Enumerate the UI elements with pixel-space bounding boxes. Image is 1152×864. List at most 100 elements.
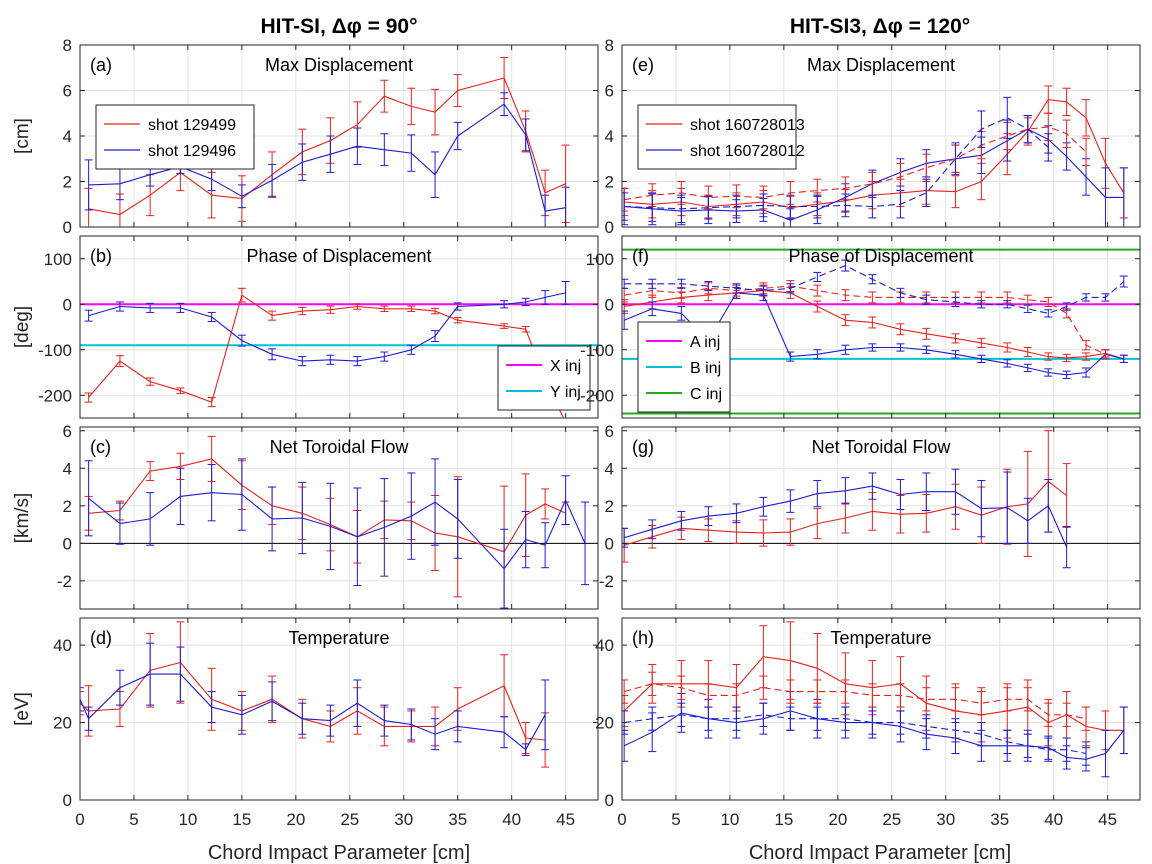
panel-title-c: Net Toroidal Flow	[270, 437, 410, 457]
x-tick-label-h: 35	[990, 810, 1009, 829]
panel-title-d: Temperature	[288, 628, 389, 648]
y-tick-label-f: 0	[605, 295, 614, 314]
series-line-b-1	[88, 292, 566, 362]
x-tick-label-h: 0	[617, 810, 626, 829]
panel-label-d: (d)	[90, 628, 112, 648]
x-tick-label-d: 25	[340, 810, 359, 829]
series-group-b	[84, 281, 570, 418]
legend-box-a	[95, 104, 255, 170]
y-tick-label-g: 2	[605, 497, 614, 516]
series-line-c-0	[88, 458, 566, 553]
y-axis-label-d: [eV]	[12, 692, 33, 726]
panel-label-g: (g)	[632, 437, 654, 457]
axes-frame-f	[621, 235, 1141, 419]
y-tick-label-e: 6	[605, 82, 614, 101]
y-tick-label-a: 0	[63, 218, 72, 237]
y-tick-label-c: -2	[57, 572, 72, 591]
y-tick-label-b: 100	[44, 250, 72, 269]
y-tick-label-f: -100	[580, 341, 614, 360]
x-tick-label-h: 10	[720, 810, 739, 829]
x-tick-label-d: 10	[178, 810, 197, 829]
y-tick-label-b: -200	[38, 386, 72, 405]
left-column-title: HIT-SI, Δφ = 90°	[261, 15, 418, 38]
y-tick-label-a: 6	[63, 82, 72, 101]
right-x-axis-label: Chord Impact Parameter [cm]	[749, 842, 1011, 864]
x-tick-label-h: 30	[936, 810, 955, 829]
y-tick-label-a: 4	[63, 127, 72, 146]
panel-label-f: (f)	[632, 246, 649, 266]
series-group-a	[84, 57, 570, 227]
panel-title-h: Temperature	[830, 628, 931, 648]
y-tick-label-d: 20	[53, 714, 72, 733]
legend-e: shot 160728013 shot 160728012	[637, 104, 805, 170]
panel-f: -200 -100 0 100 (f) Phase of Displacement A in…	[580, 235, 1141, 419]
y-tick-label-g: 4	[605, 459, 614, 478]
legend-box-f	[637, 321, 731, 413]
panel-title-b: Phase of Displacement	[246, 246, 431, 266]
y-tick-label-e: 0	[605, 218, 614, 237]
x-tick-label-d: 45	[556, 810, 575, 829]
y-tick-label-h: 0	[605, 791, 614, 810]
legend-f: A inj B inj C inj	[637, 321, 731, 413]
axes-frame-h	[621, 617, 1141, 801]
y-tick-label-g: 6	[605, 422, 614, 441]
series-group-g	[622, 430, 1071, 569]
legend-entry-f-2: C inj	[690, 386, 722, 403]
series-group-h	[622, 621, 1128, 778]
x-tick-label-h: 45	[1098, 810, 1117, 829]
panel-b: -200 -100 0 100 [deg] (b) Phase of Displacemen…	[12, 235, 599, 419]
x-tick-label-h: 15	[774, 810, 793, 829]
y-tick-label-b: -100	[38, 341, 72, 360]
y-tick-label-g: 0	[605, 534, 614, 553]
legend-entry-a-1: shot 129496	[148, 143, 236, 160]
x-tick-label-d: 5	[129, 810, 138, 829]
panel-d: 0 5 10 15 20 25 30 35 40 45 0 20 40 [eV] (d) Temperatur…	[12, 617, 599, 829]
y-tick-label-d: 0	[63, 791, 72, 810]
axes-frame-b	[79, 235, 599, 419]
panel-label-e: (e)	[632, 55, 654, 75]
series-line-f-2	[624, 285, 1106, 355]
y-tick-label-h: 40	[595, 636, 614, 655]
y-tick-label-e: 4	[605, 127, 614, 146]
panel-h: 0 5 10 15 20 25 30 35 40 45 0 20 40 (h) Temperature	[595, 617, 1141, 829]
panel-title-g: Net Toroidal Flow	[812, 437, 952, 457]
series-line-b-0	[88, 294, 565, 418]
y-tick-label-e: 8	[605, 36, 614, 55]
y-tick-label-d: 40	[53, 636, 72, 655]
series-line-a-0	[88, 77, 566, 216]
y-axis-label-c: [km/s]	[12, 493, 33, 544]
legend-entry-f-0: A inj	[690, 334, 720, 351]
panel-label-c: (c)	[90, 437, 111, 457]
y-tick-label-a: 2	[63, 173, 72, 192]
legend-box-e	[637, 104, 797, 170]
legend-b: X inj Y inj	[497, 345, 591, 411]
series-group-e	[622, 85, 1128, 227]
y-tick-label-a: 8	[63, 36, 72, 55]
series-line-d-1	[80, 673, 546, 751]
y-tick-label-f: -200	[580, 386, 614, 405]
y-tick-label-f: 100	[586, 250, 614, 269]
series-group-d	[80, 621, 550, 768]
x-tick-label-d: 30	[394, 810, 413, 829]
legend-entry-a-0: shot 129499	[148, 117, 236, 134]
y-tick-label-c: 0	[63, 534, 72, 553]
panel-label-b: (b)	[90, 246, 112, 266]
panel-label-a: (a)	[90, 55, 112, 75]
legend-entry-e-1: shot 160728012	[690, 143, 805, 160]
legend-entry-e-0: shot 160728013	[690, 117, 805, 134]
legend-entry-b-1: Y inj	[550, 384, 581, 401]
axes-frame-c	[79, 426, 599, 610]
y-tick-label-g: -2	[599, 572, 614, 591]
legend-box-b	[497, 345, 591, 411]
series-line-g-1	[624, 485, 1068, 548]
x-tick-label-h: 20	[828, 810, 847, 829]
panel-title-a: Max Displacement	[265, 55, 413, 75]
legend-entry-b-0: X inj	[550, 358, 581, 375]
y-tick-label-c: 4	[63, 459, 72, 478]
panel-label-h: (h)	[632, 628, 654, 648]
axes-frame-g	[621, 426, 1141, 610]
panel-c: -2 0 2 4 6 [km/s] (c) Net Toroidal Flow	[12, 422, 599, 610]
legend-entry-f-1: B inj	[690, 360, 721, 377]
